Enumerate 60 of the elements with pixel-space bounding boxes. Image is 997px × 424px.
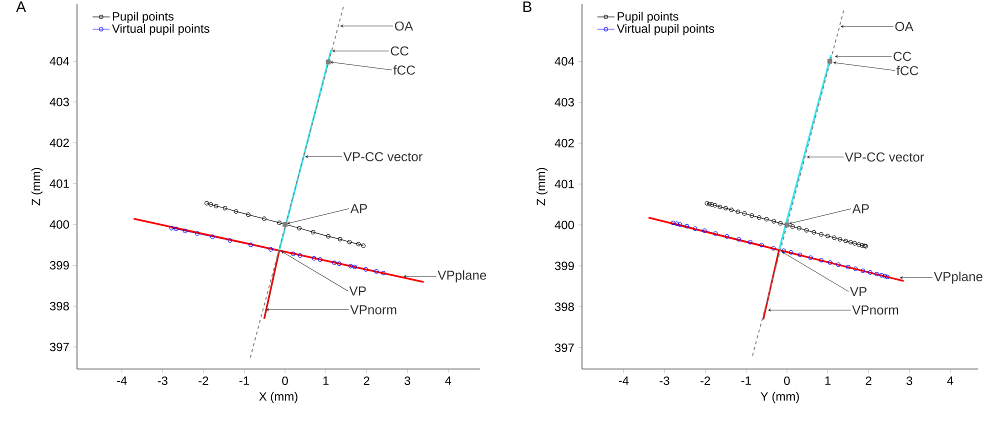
annotation: AP	[350, 204, 367, 214]
y-tick-label: 401	[554, 180, 574, 188]
annotation: VP-CC vector	[343, 152, 422, 162]
y-tick-label: 402	[554, 138, 574, 148]
y-tick-label: 400	[50, 220, 69, 229]
x-tick-label: -4	[117, 376, 127, 385]
y-tick-label: 400	[554, 220, 574, 230]
legend-label: Pupil points	[112, 12, 174, 24]
x-axis-title: X (mm)	[259, 392, 298, 404]
x-tick-label: 4	[445, 376, 452, 385]
y-tick-label: 403	[554, 98, 574, 106]
annotation: CC	[390, 46, 408, 56]
y-axis-title: Z (mm)	[31, 168, 43, 206]
x-tick-label: 4	[947, 376, 954, 385]
annotation: fCC	[393, 65, 416, 75]
legend-label: Pupil points	[618, 12, 678, 24]
x-tick-label: 0	[282, 376, 288, 386]
chart-title: A	[16, 2, 26, 12]
x-tick-label: 3	[906, 376, 912, 386]
annotation: VPplane	[934, 272, 982, 284]
x-axis-title: Y (mm)	[760, 392, 799, 404]
x-tick-label: 1	[323, 376, 329, 385]
y-tick-label: 403	[50, 98, 69, 106]
x-tick-label: -1	[239, 376, 249, 385]
x-tick-label: -3	[660, 376, 670, 386]
legend-label: Virtual pupil points	[112, 24, 210, 36]
y-tick-label: 401	[50, 179, 69, 188]
x-tick-label: -4	[618, 376, 629, 385]
annotation: VP	[850, 287, 867, 296]
y-tick-label: 404	[554, 57, 574, 66]
y-tick-label: 399	[554, 262, 574, 270]
annotation: VP-CC vector	[844, 152, 924, 162]
annotation: OA	[895, 22, 914, 32]
x-tick-label: 0	[784, 376, 790, 386]
chart-title: B	[523, 2, 532, 12]
annotation: VPnorm	[350, 305, 396, 314]
annotation: AP	[852, 204, 869, 214]
annotation: fCC	[896, 66, 918, 76]
x-tick-label: 2	[364, 376, 370, 385]
y-tick-label: 399	[50, 261, 69, 270]
x-tick-label: 2	[866, 376, 872, 385]
x-tick-label: 3	[404, 376, 410, 386]
legend-label: Virtual pupil points	[616, 24, 714, 36]
y-tick-label: 402	[50, 138, 69, 148]
annotation: VPplane	[438, 270, 486, 282]
annotation: VP	[349, 286, 366, 296]
y-tick-label: 398	[554, 302, 574, 312]
y-axis-title: Z (mm)	[536, 168, 548, 206]
y-tick-label: 397	[554, 343, 574, 352]
y-tick-label: 398	[50, 302, 69, 310]
x-tick-label: -2	[700, 376, 710, 385]
annotation: VPnorm	[852, 306, 898, 315]
x-tick-label: 1	[825, 376, 831, 385]
annotation: OA	[394, 21, 414, 31]
y-tick-label: 397	[50, 342, 69, 352]
x-tick-label: -3	[158, 376, 168, 386]
y-tick-label: 404	[50, 56, 70, 66]
annotation: CC	[894, 52, 912, 61]
x-tick-label: -2	[198, 376, 208, 385]
x-tick-label: -1	[741, 376, 751, 385]
